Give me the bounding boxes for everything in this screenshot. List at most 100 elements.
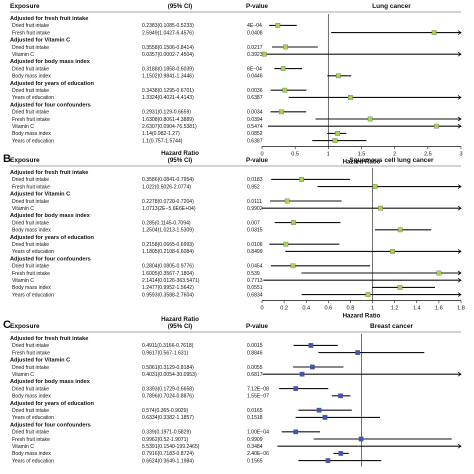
row-p-value: 0.0036	[247, 88, 263, 94]
row-hr-ci: 1.2477(0.9952-1.5642)	[142, 285, 194, 291]
row-hr-ci: 0.4911(0.3166-0.7618)	[142, 343, 194, 349]
hr-point	[372, 184, 378, 189]
hr-point	[390, 249, 395, 254]
hr-point	[365, 292, 371, 297]
hr-point	[280, 66, 286, 71]
row-exposure: Dried fruit intake	[12, 343, 49, 349]
row-hr-ci: 2.1414(0.0126-363.5471)	[142, 278, 200, 284]
row-p-value: 0.0034	[247, 110, 263, 116]
row-exposure: Vitamin C	[12, 444, 34, 450]
row-exposure: Vitamin C	[12, 124, 34, 130]
x-axis-label: Hazard Ratio	[343, 313, 381, 320]
row-hr-ci: 0.2158(0.0665-0.6993)	[142, 242, 194, 248]
group-label: Adjusted for four confounders	[10, 102, 91, 108]
ci-arrow	[457, 249, 462, 254]
header-p-value: P-value	[246, 3, 269, 10]
header-hazard-ratio: Hazard Ratio	[161, 150, 199, 157]
x-tick-label: 1.6	[435, 306, 443, 312]
group-label: Adjusted for body mass index	[10, 379, 91, 385]
group-label: Adjusted for years of education	[10, 235, 95, 241]
row-hr-ci: 0.574(0.365-0.9029)	[142, 408, 188, 414]
ci-arrow	[457, 443, 462, 449]
hr-point	[284, 198, 290, 204]
row-exposure: Dried fruit intake	[12, 430, 49, 436]
row-exposure: Body mass index	[12, 74, 51, 80]
hr-point	[335, 73, 341, 79]
hr-point	[397, 227, 403, 233]
header-p-value: P-value	[246, 323, 269, 330]
row-hr-ci: 1.1805(0.2108-6.6084)	[142, 249, 194, 255]
row-hr-ci: 0.5061(0.3129-0.8184)	[142, 365, 194, 371]
x-tick-label: 1	[371, 306, 374, 312]
row-exposure: Dried fruit intake	[12, 23, 49, 29]
row-exposure: Fresh fruit intake	[12, 117, 50, 123]
row-exposure: Body mass index	[12, 228, 51, 234]
hr-point	[338, 451, 344, 456]
row-exposure: Years of education	[12, 138, 54, 144]
row-hr-ci: 0.4031(0.0054-30.0953)	[142, 372, 197, 378]
x-axis-label: Hazard Ratio	[343, 159, 381, 166]
row-exposure: Vitamin C	[12, 206, 34, 212]
row-p-value: 0.1565	[247, 458, 263, 464]
x-tick-label: 1.2	[391, 306, 399, 312]
header-exposure: Exposure	[10, 323, 40, 330]
row-hr-ci: 0.3558(0.1506-0.8414)	[142, 45, 194, 51]
row-exposure: Body mass index	[12, 394, 51, 400]
row-p-value: 0.0446	[247, 74, 263, 80]
hr-point	[397, 285, 403, 290]
header-hazard-ratio: (95% CI)	[168, 157, 192, 164]
row-exposure: Dried fruit intake	[12, 386, 49, 392]
ci-arrow	[457, 123, 462, 129]
row-hr-ci: 1.1(0.757-1.5744)	[142, 138, 183, 144]
row-p-value: 1.00E−04	[247, 430, 269, 436]
row-p-value: 0.0394	[247, 117, 263, 123]
hr-point	[262, 51, 267, 57]
row-hr-ci: 1.2504(1.0213-1.5309)	[142, 228, 194, 234]
row-exposure: Years of education	[12, 458, 54, 464]
row-hr-ci: 1.022(0.5026-2.0774)	[142, 184, 191, 190]
row-p-value: 0.0408	[247, 30, 263, 36]
ci-arrow	[457, 371, 462, 377]
hr-point	[275, 23, 281, 28]
hr-point	[431, 30, 437, 35]
row-exposure: Years of education	[12, 292, 54, 298]
row-exposure: Years of education	[12, 249, 54, 255]
row-exposure: Dried fruit intake	[12, 66, 49, 72]
hr-point	[332, 138, 338, 143]
group-label: Adjusted for Vitamin C	[10, 358, 70, 364]
hr-point	[378, 205, 383, 211]
row-hr-ci: 1.3324(0.4021-4.4143)	[142, 95, 194, 101]
x-tick-label: 0.8	[347, 306, 355, 312]
row-p-value: 0.6834	[247, 292, 263, 298]
hr-point	[434, 123, 439, 129]
row-hr-ci: 0.2931(0.129-0.6659)	[142, 110, 191, 116]
row-hr-ci: 0.2383(0.1085-0.5233)	[142, 23, 194, 29]
row-exposure: Dried fruit intake	[12, 88, 49, 94]
group-label: Adjusted for years of education	[10, 401, 95, 407]
row-hr-ci: 0.6624(0.3649-1.1984)	[142, 458, 194, 464]
hr-point	[293, 429, 299, 435]
header-hazard-ratio: (95% CI)	[168, 323, 192, 330]
row-hr-ci: 0.285(0.1145-0.7094)	[142, 220, 191, 226]
row-p-value: 2.40E−06	[247, 451, 269, 457]
hr-point	[358, 436, 364, 442]
hr-point	[299, 177, 304, 182]
row-p-value: 0.8846	[247, 350, 263, 356]
row-hr-ci: 0.0357(0.0002-7.4504)	[142, 52, 194, 58]
row-p-value: 0.3923	[247, 52, 263, 58]
header-p-value: P-value	[246, 157, 269, 164]
row-p-value: 0.8499	[247, 249, 263, 255]
row-hr-ci: 0.2278(0.0720-0.7204)	[142, 199, 194, 205]
x-tick-label: 1	[327, 152, 330, 158]
group-label: Adjusted for fresh fruit intake	[10, 16, 88, 22]
row-p-value: 0.0106	[247, 242, 263, 248]
row-p-value: 0.0015	[247, 343, 263, 349]
row-p-value: 0.952	[247, 184, 260, 190]
row-exposure: Vitamin C	[12, 278, 34, 284]
row-exposure: Dried fruit intake	[12, 242, 49, 248]
hr-point	[335, 131, 340, 136]
plot-title: Lung cancer	[372, 3, 411, 10]
group-label: Adjusted for body mass index	[10, 213, 91, 219]
